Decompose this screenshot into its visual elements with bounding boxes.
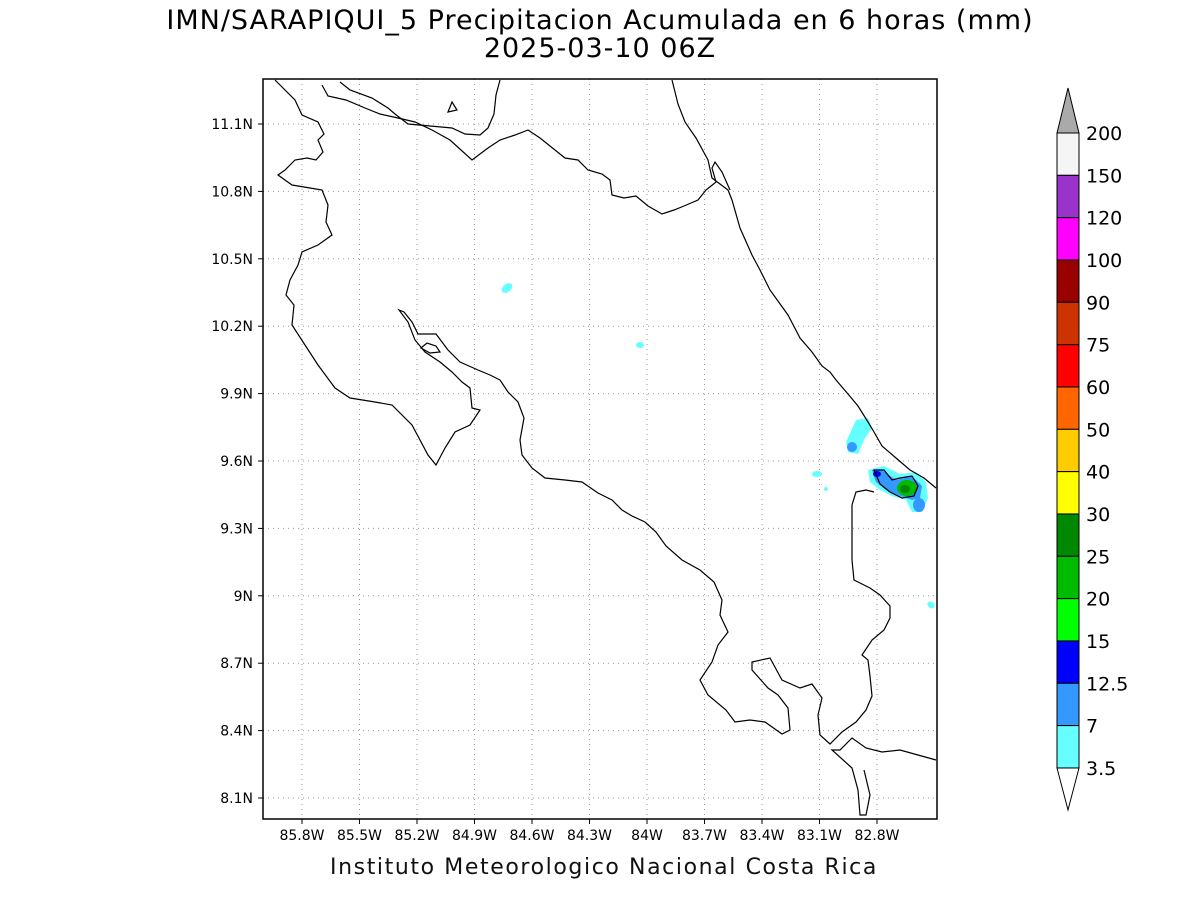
legend-color-box [1056,132,1080,176]
legend-color-box [1056,682,1080,727]
precipitation-areas [501,283,935,609]
lat-tick-label: 10.8N [211,184,253,200]
legend-label: 200 [1086,123,1122,145]
lake-shore [339,79,501,136]
legend-label: 25 [1086,546,1110,568]
legend-label: 50 [1086,419,1110,441]
lon-tick-label: 83.4W [739,828,784,844]
legend-color-box [1056,598,1080,642]
legend-label: 90 [1086,292,1110,314]
precip-zone-limon-south [913,498,925,512]
lat-tick-label: 8.7N [220,656,253,672]
legend-label: 40 [1086,462,1110,484]
precip-spot-east [927,601,935,609]
lake-island [447,100,458,113]
limon-outline [873,469,919,499]
map-datetime: 2025-03-10 06Z [483,33,717,64]
coastlines [274,79,937,816]
precip-zone-limon-core [900,485,910,493]
legend-under-arrow [1056,767,1080,812]
legend-color-box [1056,217,1080,261]
legend-color-box [1056,471,1080,515]
map-grid [263,79,937,819]
lon-tick-label: 84.6W [509,828,554,844]
lon-tick-label: 85.5W [337,828,382,844]
legend-label: 150 [1086,165,1122,187]
legend-color-box [1056,555,1080,600]
latitude-axis: 11.1N 10.8N 10.5N 10.2N 9.9N 9.6N 9.3N 9N 8.7N 8.… [211,117,263,807]
legend-label: 15 [1086,631,1110,653]
legend-color-box [1056,386,1080,430]
lat-tick-label: 8.1N [220,791,253,807]
precip-spot-tiny [824,487,828,491]
longitude-axis: 85.8W 85.5W 85.2W 84.9W 84.6W 84.3W 84W 83.7W 83… [279,819,900,844]
nicaragua-border [321,84,731,215]
lat-tick-label: 10.5N [211,252,253,268]
pacific-coast [499,379,891,745]
legend-label: 60 [1086,377,1110,399]
lat-tick-label: 9.9N [220,387,253,403]
legend-label: 75 [1086,335,1110,357]
legend-label: 3.5 [1086,758,1116,780]
legend-label: 120 [1086,208,1122,230]
legend-color-box [1056,725,1080,769]
gulf-island [419,342,442,354]
lon-tick-label: 84W [631,828,663,844]
lat-tick-label: 8.4N [220,724,253,740]
legend-label: 30 [1086,504,1110,526]
lat-tick-label: 9.3N [220,521,253,537]
lon-tick-label: 83.1W [797,828,842,844]
legend-color-box [1056,344,1080,388]
legend-color-box [1056,640,1080,684]
nicaragua-coast [274,79,501,467]
legend-color-box [1056,259,1080,303]
precip-spot-north [501,283,513,293]
legend-label: 7 [1086,716,1098,738]
legend-over-arrow [1056,87,1080,134]
precip-spot-caribbean-core [847,442,857,452]
legend-color-box [1056,428,1080,473]
institution-footer: Instituto Meteorologico Nacional Costa R… [330,855,878,880]
legend-label: 100 [1086,250,1122,272]
lon-tick-label: 85.8W [279,828,324,844]
legend-color-box [1056,301,1080,346]
legend-label: 20 [1086,589,1110,611]
precip-spot-central [636,342,644,348]
lon-tick-label: 83.7W [682,828,727,844]
lat-tick-label: 9.6N [220,454,253,470]
lon-tick-label: 82.8W [854,828,899,844]
legend-color-box [1056,513,1080,557]
caribbean-coast [671,79,937,489]
lat-tick-label: 11.1N [211,117,253,133]
panama-border [830,737,937,816]
lat-tick-label: 9N [234,589,253,605]
map-frame [262,78,938,820]
legend-color-box [1056,174,1080,219]
legend-label: 12.5 [1086,673,1128,695]
lon-tick-label: 84.3W [567,828,612,844]
map-title: IMN/SARAPIQUI_5 Precipitacion Acumulada … [166,5,1034,36]
lon-tick-label: 84.9W [452,828,497,844]
lat-tick-label: 10.2N [211,319,253,335]
lon-tick-label: 85.2W [394,828,439,844]
precip-spot-small [812,471,822,477]
